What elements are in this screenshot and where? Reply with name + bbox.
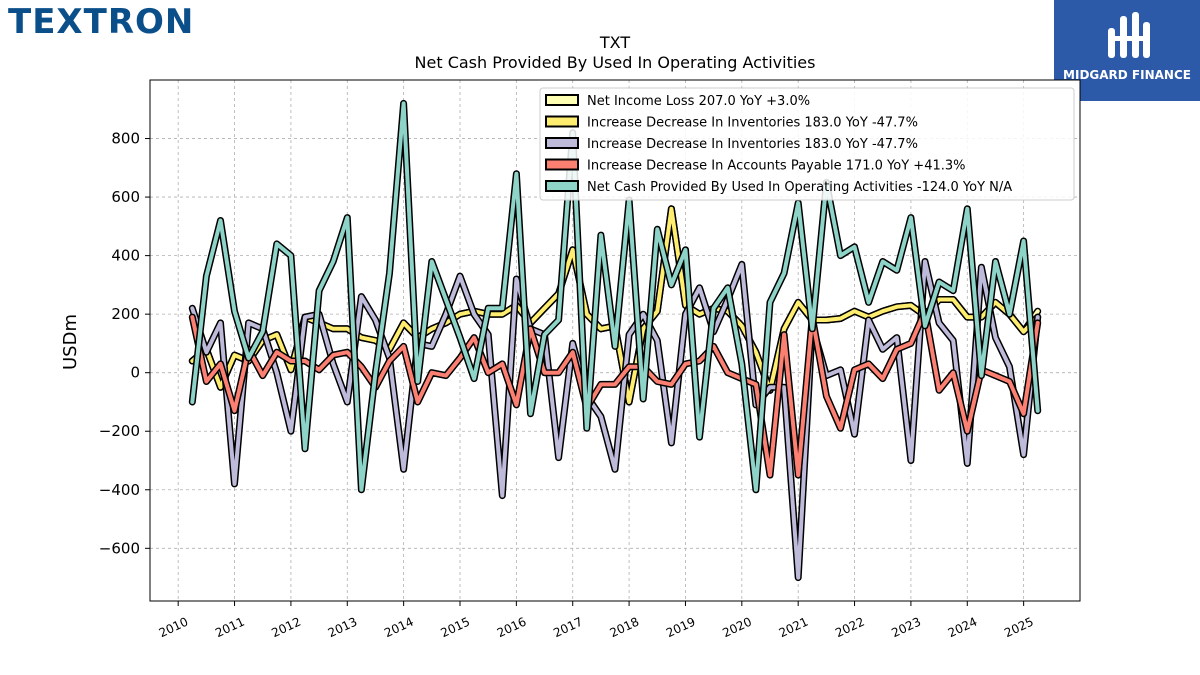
legend-label: Net Income Loss 207.0 YoY +3.0% (587, 94, 810, 109)
legend-swatch (545, 94, 579, 106)
legend-swatch (545, 158, 579, 171)
plot-border (149, 79, 1081, 602)
x-tick-label: 2017 (551, 615, 585, 641)
textron-logo: TEXTRON (8, 2, 195, 42)
x-tick-label: 2014 (382, 615, 416, 641)
series-line (190, 259, 1040, 580)
legend-swatch (545, 180, 579, 192)
x-tick-label: 2022 (833, 615, 867, 641)
series-line (190, 309, 1040, 478)
series-lines (188, 99, 1042, 582)
y-tick-label: −400 (99, 481, 140, 499)
legend-box (539, 87, 1075, 201)
legend-label: Increase Decrease In Inventories 183.0 Y… (587, 116, 918, 131)
x-tick-label: 2021 (777, 615, 811, 641)
x-tick-label: 2025 (1002, 615, 1036, 641)
y-tick-label: 800 (111, 130, 140, 148)
y-tick-label: 0 (130, 364, 140, 382)
legend: Net Income Loss 207.0 YoY +3.0% Increase … (539, 87, 1075, 201)
series-line (190, 101, 1040, 492)
x-tick-label: 2016 (495, 615, 529, 641)
midgard-finance-logo: MIDGARD FINANCE (1054, 0, 1200, 101)
legend-label: Increase Decrease In Accounts Payable 17… (587, 159, 966, 174)
legend-swatch (545, 115, 579, 128)
x-tick-label: 2024 (946, 615, 980, 641)
x-tick-label: 2012 (269, 615, 303, 641)
x-tick-label: 2023 (889, 615, 923, 641)
x-tick-label: 2011 (213, 615, 247, 641)
x-tick-label: 2019 (664, 615, 698, 641)
x-axis: 2010 2011 2012 2013 2014 2015 2016 2017 2018 2019… (157, 601, 1036, 640)
y-axis: −600 −400 −200 0 200 400 600 800 (99, 130, 150, 557)
legend-label: Net Cash Provided By Used In Operating A… (587, 180, 1012, 195)
x-tick-label: 2018 (608, 615, 642, 641)
y-tick-label: 600 (111, 188, 140, 206)
x-tick-label: 2020 (720, 615, 754, 641)
y-tick-label: −200 (99, 422, 140, 440)
midgard-mark-icon (1108, 12, 1150, 58)
midgard-logo-text: MIDGARD FINANCE (1063, 68, 1191, 82)
y-axis-label: USDm (60, 314, 81, 370)
legend-swatch (545, 137, 579, 149)
x-tick-label: 2015 (439, 615, 473, 641)
y-tick-label: −600 (99, 539, 140, 557)
y-tick-label: 200 (111, 305, 140, 323)
x-tick-label: 2013 (326, 615, 360, 641)
y-tick-label: 400 (111, 247, 140, 265)
legend-label: Increase Decrease In Inventories 183.0 Y… (587, 137, 918, 152)
x-tick-label: 2010 (157, 615, 191, 641)
chart-title: TXT (599, 33, 630, 52)
chart-subtitle: Net Cash Provided By Used In Operating A… (415, 53, 816, 72)
